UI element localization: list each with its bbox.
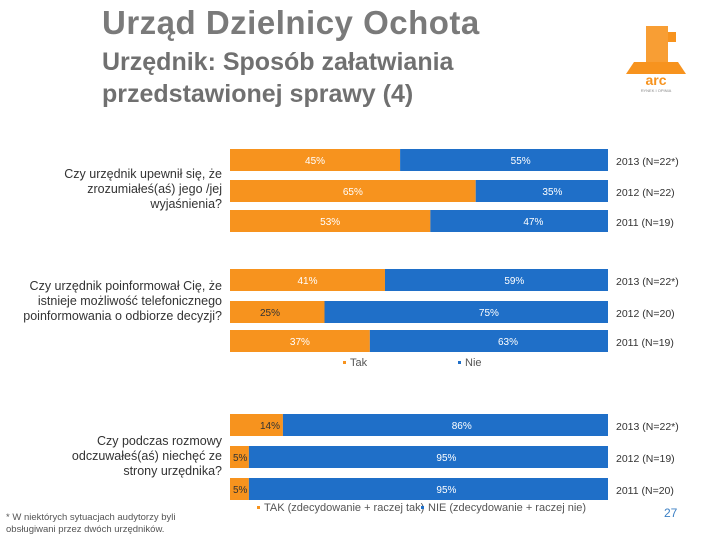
bar-tak-g3-3 <box>230 478 249 500</box>
label-tak-g2-2: 25% <box>260 308 280 319</box>
label-tak-g3-2: 5% <box>233 453 248 464</box>
bar-tak-g3-2 <box>230 446 249 468</box>
logo-text: arc <box>645 72 666 88</box>
label-nie-g3-3: 95% <box>436 485 456 496</box>
bar-nie-g3-2 <box>248 446 608 468</box>
bar-nie-g3-3 <box>248 478 608 500</box>
legend-swatch-g3-1 <box>257 506 260 509</box>
label-nie-g3-1: 86% <box>452 421 472 432</box>
label-tak-g2-1: 41% <box>297 276 317 287</box>
label-nie-g2-1: 59% <box>504 276 524 287</box>
bar-tak-g1-2 <box>230 180 476 202</box>
footnote: * W niektórych sytuacjach audytorzy byli… <box>6 512 176 535</box>
legend-label-g3-2: NIE (zdecydowanie + raczej nie) <box>428 502 586 514</box>
year-label-g1-3: 2011 (N=19) <box>616 217 674 229</box>
bar-nie-g1-2 <box>475 180 608 202</box>
label-tak-g3-1: 14% <box>260 421 280 432</box>
bar-nie-g1-1 <box>400 149 608 171</box>
legend-label-g2-1: Tak <box>350 357 368 369</box>
year-label-g2-3: 2011 (N=19) <box>616 337 674 349</box>
arc-logo: arc RYNEK I OPINIA <box>620 22 692 94</box>
year-label-g1-1: 2013 (N=22*) <box>616 156 679 168</box>
legend-label-g3-1: TAK (zdecydowanie + raczej tak) <box>264 502 424 514</box>
page-subtitle: Urzędnik: Sposób załatwiania przedstawio… <box>102 48 454 108</box>
legend-swatch-g2-2 <box>458 361 461 364</box>
label-nie-g2-2: 75% <box>479 308 499 319</box>
question-label-3: Czy podczas rozmowy odczuwałeś(aś) niech… <box>71 434 222 478</box>
bar-tak-g1-1 <box>230 149 401 171</box>
year-label-g2-1: 2013 (N=22*) <box>616 276 679 288</box>
year-label-g3-3: 2011 (N=20) <box>616 485 674 497</box>
bar-nie-g2-1 <box>384 269 608 291</box>
legend-swatch-g3-2 <box>421 506 424 509</box>
bar-nie-g2-2 <box>324 301 608 323</box>
page-number: 27 <box>664 506 678 520</box>
label-tak-g1-2: 65% <box>343 187 363 198</box>
label-nie-g3-2: 95% <box>436 453 456 464</box>
logo-subtext: RYNEK I OPINIA <box>641 88 672 93</box>
label-nie-g1-1: 55% <box>511 156 531 167</box>
bar-tak-g2-3 <box>230 330 370 352</box>
legend-label-g2-2: Nie <box>465 357 482 369</box>
year-label-g3-1: 2013 (N=22*) <box>616 421 679 433</box>
label-tak-g3-3: 5% <box>233 485 248 496</box>
label-tak-g2-3: 37% <box>290 337 310 348</box>
bar-nie-g2-3 <box>369 330 608 352</box>
question-label-1: Czy urzędnik upewnił się, że zrozumiałeś… <box>64 167 222 211</box>
question-label-2: Czy urzędnik poinformował Cię, że istnie… <box>23 279 222 323</box>
year-label-g3-2: 2012 (N=19) <box>616 453 675 465</box>
page-title: Urząd Dzielnicy Ochota <box>102 4 480 41</box>
bar-tak-g2-1 <box>230 269 385 291</box>
bar-tak-g2-2 <box>230 301 325 323</box>
label-nie-g2-3: 63% <box>498 337 518 348</box>
year-label-g2-2: 2012 (N=20) <box>616 308 675 320</box>
label-tak-g1-1: 45% <box>305 156 325 167</box>
label-tak-g1-3: 53% <box>320 217 340 228</box>
bar-nie-g1-3 <box>430 210 608 232</box>
label-nie-g1-2: 35% <box>542 187 562 198</box>
bar-nie-g3-1 <box>282 414 608 436</box>
year-label-g1-2: 2012 (N=22) <box>616 187 675 199</box>
legend-swatch-g2-1 <box>343 361 346 364</box>
label-nie-g1-3: 47% <box>523 217 543 228</box>
bar-tak-g1-3 <box>230 210 431 232</box>
arc-logo-graphic: arc RYNEK I OPINIA <box>626 26 686 93</box>
bar-tak-g3-1 <box>230 414 283 436</box>
